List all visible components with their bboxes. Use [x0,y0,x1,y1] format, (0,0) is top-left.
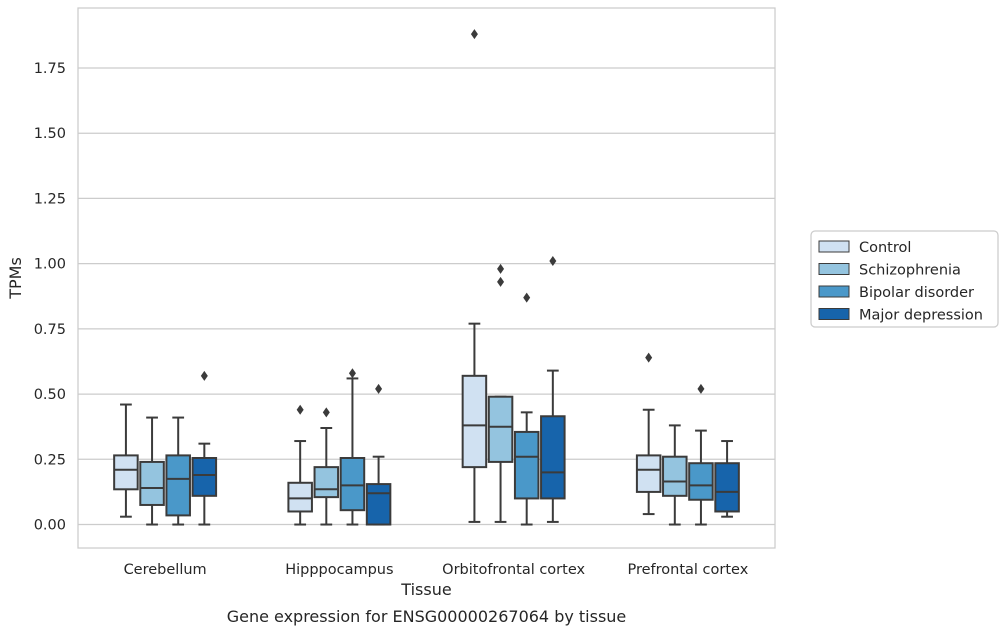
y-tick-label: 0.75 [34,322,66,338]
y-axis-label: TPMs [6,257,25,300]
x-axis-ticks: Cerebellum Hipppocampus Orbitofrontal cort… [124,562,749,578]
legend-label: Control [859,240,911,256]
series-bipolar-disorder [165,292,714,526]
outlier-point [497,263,505,274]
y-tick-label: 0.00 [34,518,66,534]
box [313,407,340,526]
series-major-depression [191,256,740,526]
box [365,383,392,526]
outlier-point [697,383,705,394]
box-iqr [662,455,688,497]
box [688,383,714,526]
legend-label: Schizophrenia [859,263,961,279]
box [487,263,514,523]
box [139,416,165,526]
box [113,403,139,518]
x-axis-label: Tissue [400,580,451,599]
box-iqr [461,374,488,469]
legend-swatch [818,240,850,253]
x-tick-label: Cerebellum [124,562,207,578]
box [662,424,688,526]
box [461,29,488,523]
box [635,352,662,516]
legend-swatch [818,308,850,320]
box-iqr [191,457,218,497]
box-iqr [313,466,340,499]
legend-swatch [818,263,850,275]
y-tick-label: 0.25 [34,452,66,468]
box-iqr [540,415,566,500]
chart-caption: Gene expression for ENSG00000267064 by t… [227,607,627,626]
series-schizophrenia [139,263,688,526]
box-iqr [165,454,191,517]
outlier-point [549,256,557,267]
y-tick-label: 0.50 [34,387,66,403]
plot-frame [77,7,776,549]
box-iqr [714,462,740,513]
box [287,404,313,526]
legend-frame [810,230,999,328]
box-iqr [513,430,540,500]
outlier-point [497,276,505,287]
legend: Control Schizophrenia Bipolar disorder Majo… [810,230,999,328]
box [339,368,366,526]
box [714,440,740,518]
box [540,256,566,523]
box-iqr [688,462,714,501]
outlier-point [296,404,304,415]
outlier-point [645,352,653,363]
outlier-point [322,407,330,418]
series-control [113,29,662,526]
x-tick-label: Prefrontal cortex [627,562,748,578]
plot-area [113,29,740,526]
outlier-point [200,370,208,381]
box-iqr [287,481,313,513]
legend-label: Major depression [859,308,983,324]
legend-swatch [818,285,850,298]
legend-label: Bipolar disorder [859,285,974,301]
y-tick-label: 1.00 [34,257,66,273]
outlier-point [375,383,383,394]
box-iqr [487,395,514,463]
box-iqr [139,460,165,506]
box [191,370,218,526]
outlier-point [348,368,356,379]
y-tick-label: 1.25 [34,191,66,207]
box-iqr [113,454,139,491]
box-iqr [339,457,366,512]
y-tick-label: 1.75 [34,61,66,77]
outlier-point [523,292,531,303]
box-iqr [365,483,392,526]
outlier-point [470,29,478,40]
box-iqr [635,454,662,493]
y-axis-ticks: 0.00 0.25 0.50 0.75 1.00 1.25 1.50 1.75 [34,61,66,534]
box [513,292,540,526]
box [165,416,191,526]
x-tick-label: Orbitofrontal cortex [442,562,585,578]
y-tick-label: 1.50 [34,126,66,142]
x-tick-label: Hipppocampus [285,562,393,578]
